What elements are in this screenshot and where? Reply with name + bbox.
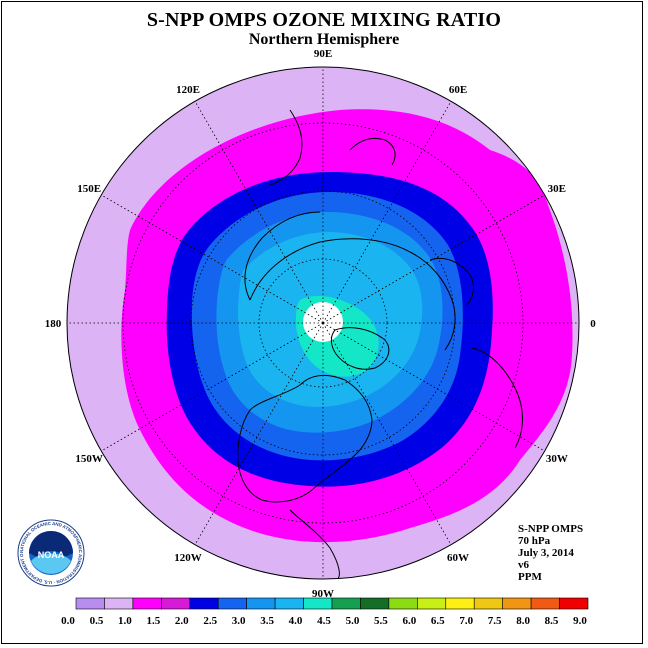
colorbar-label: 0.0 (61, 615, 75, 627)
meridian-line (101, 322, 324, 452)
noaa-logo: NATIONAL OCEANIC AND ATMOSPHERIC ADMINIS… (17, 519, 85, 587)
meridian-line (322, 101, 452, 324)
coast-greenland (330, 327, 390, 370)
page-subtitle: Northern Hemisphere (248, 31, 400, 48)
colorbar-label: 2.0 (175, 615, 189, 627)
longitude-labels: 90E 60E 30E 0 30W 60W 90W 120W 150W 180 150E 120E (45, 48, 597, 600)
colorbar-label: 6.5 (431, 615, 445, 627)
coast-africa (471, 347, 523, 449)
colorbar-label: 4.0 (289, 615, 303, 627)
meridian-line (322, 322, 545, 452)
colorbar-cell (559, 597, 589, 610)
colorbar-label: 3.0 (232, 615, 246, 627)
coast-europe (429, 257, 474, 307)
colorbar-cell (445, 597, 475, 610)
colorbar-cell (502, 597, 532, 610)
colorbar-label: 3.5 (260, 615, 274, 627)
colorbar-cell (132, 597, 162, 610)
colorbar-cell (274, 597, 304, 610)
longitude-label: 120E (176, 84, 200, 96)
colorbar-label: 5.0 (346, 615, 360, 627)
colorbar-cell (303, 597, 333, 610)
colorbar-label: 5.5 (374, 615, 388, 627)
colorbar-cell (388, 597, 418, 610)
colorbar-cell (360, 597, 390, 610)
colorbar-cell (104, 597, 134, 610)
longitude-label: 150E (77, 183, 101, 195)
coastlines (237, 109, 523, 579)
colorbar-cell (161, 597, 191, 610)
colorbar-label: 6.0 (402, 615, 416, 627)
colorbar-label: 8.5 (545, 615, 559, 627)
info-date: July 3, 2014 (518, 547, 574, 559)
colorbar-cell (246, 597, 276, 610)
colorbar-label: 2.5 (203, 615, 217, 627)
colorbar-cell (473, 597, 503, 610)
meridian-line (322, 194, 545, 324)
page-title: S-NPP OMPS OZONE MIXING RATIO (146, 9, 502, 31)
longitude-label: 90E (314, 48, 332, 60)
info-level: 70 hPa (518, 535, 551, 547)
colorbar-cell (417, 597, 447, 610)
longitude-label: 60W (447, 552, 469, 564)
meridian-line (322, 322, 452, 545)
colorbar-label: 1.0 (118, 615, 132, 627)
longitude-label: 90W (312, 588, 334, 600)
info-version: v6 (518, 559, 529, 571)
info-units: PPM (518, 571, 542, 583)
colorbar-cell (217, 597, 247, 610)
colorbar-cell (189, 597, 219, 610)
ozone-field (67, 67, 579, 579)
map-boundary (66, 66, 580, 580)
coast-asia-east (244, 211, 321, 301)
meridian-line (194, 101, 324, 324)
longitude-label: 60E (449, 84, 467, 96)
colorbar-label: 7.0 (459, 615, 473, 627)
graticule (67, 67, 579, 579)
colorbar-label: 7.5 (488, 615, 502, 627)
longitude-label: 30W (546, 453, 568, 465)
longitude-label: 150W (75, 453, 103, 465)
meridian-line (194, 322, 324, 545)
colorbar-label: 8.0 (516, 615, 530, 627)
colorbar-label: 0.5 (90, 615, 104, 627)
colorbar: 0.0 0.5 1.0 1.5 2.0 2.5 3.0 3.5 4.0 4.5 5.0 5.5 6.0 6… (61, 597, 589, 627)
longitude-label: 120W (174, 552, 202, 564)
logo-text: NOAA (38, 550, 65, 560)
meridian-lines (67, 67, 579, 579)
colorbar-label: 9.0 (573, 615, 587, 627)
coast-india (349, 137, 396, 166)
coast-southeast-asia (269, 109, 303, 186)
coast-south-america (289, 509, 340, 579)
info-instrument: S-NPP OMPS (518, 523, 584, 535)
colorbar-cells (75, 597, 589, 610)
colorbar-cell (75, 597, 105, 610)
longitude-label: 30E (548, 183, 566, 195)
longitude-label: 0 (590, 318, 596, 330)
info-block: S-NPP OMPS 70 hPa July 3, 2014 v6 PPM (518, 523, 583, 583)
colorbar-label: 4.5 (317, 615, 331, 627)
colorbar-cell (331, 597, 361, 610)
meridian-line (101, 194, 324, 324)
coast-north-america (237, 374, 373, 503)
colorbar-label: 1.5 (146, 615, 160, 627)
colorbar-cell (530, 597, 560, 610)
colorbar-labels: 0.0 0.5 1.0 1.5 2.0 2.5 3.0 3.5 4.0 4.5 5.0 5.5 6.0 6… (61, 615, 587, 627)
longitude-label: 180 (45, 318, 62, 330)
